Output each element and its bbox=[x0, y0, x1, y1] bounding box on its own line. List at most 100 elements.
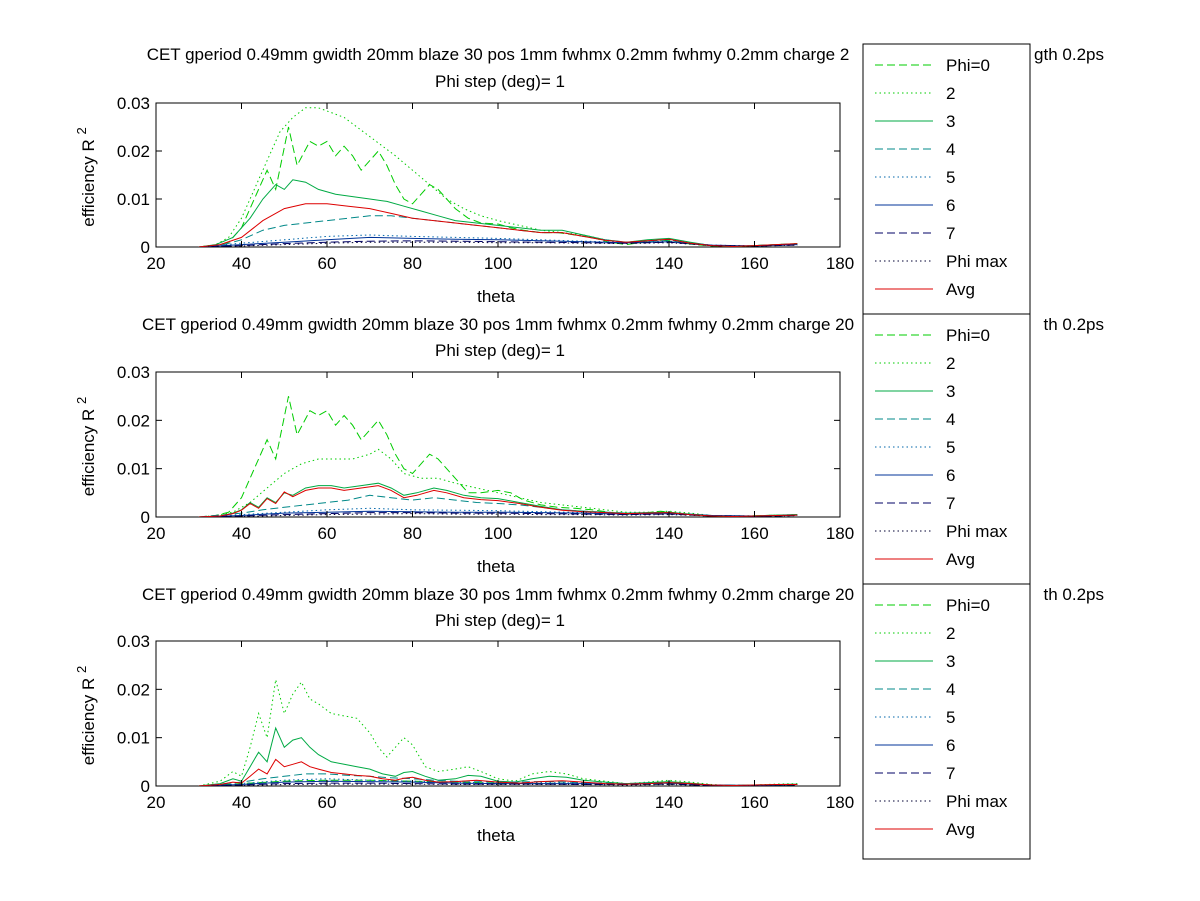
y-axis-label-main: efficiency R bbox=[79, 673, 98, 765]
y-axis-label: efficiency R 2 bbox=[74, 127, 98, 227]
series-line-2 bbox=[198, 107, 798, 247]
series-line-5 bbox=[198, 507, 798, 517]
y-tick-label: 0.03 bbox=[117, 632, 150, 651]
legend-label-1: Phi=0 bbox=[946, 56, 990, 75]
y-tick-label: 0.01 bbox=[117, 190, 150, 209]
x-tick-label: 160 bbox=[740, 793, 768, 812]
plot-area bbox=[155, 371, 841, 518]
x-tick-label: 100 bbox=[484, 254, 512, 273]
y-tick-label: 0.02 bbox=[117, 411, 150, 430]
series-line-5 bbox=[198, 778, 798, 786]
y-axis-label: efficiency R 2 bbox=[74, 397, 98, 497]
legend-label-1: Phi=0 bbox=[946, 326, 990, 345]
legend-label-6: 6 bbox=[946, 196, 955, 215]
chart-title: CET gperiod 0.49mm gwidth 20mm blaze 30 … bbox=[142, 315, 854, 334]
legend-box bbox=[862, 583, 1031, 860]
chart-title: CET gperiod 0.49mm gwidth 20mm blaze 30 … bbox=[147, 45, 850, 64]
y-axis-label-superscript: 2 bbox=[74, 666, 89, 673]
series-line-9 bbox=[198, 203, 798, 247]
legend-label-7: 7 bbox=[946, 494, 955, 513]
legend-label-7: 7 bbox=[946, 764, 955, 783]
x-tick-label: 140 bbox=[655, 254, 683, 273]
legend-label-3: 3 bbox=[946, 652, 955, 671]
legend-box bbox=[862, 313, 1031, 590]
x-axis-label: theta bbox=[477, 826, 515, 845]
x-tick-label: 20 bbox=[147, 254, 166, 273]
y-axis-label: efficiency R 2 bbox=[74, 666, 98, 766]
x-tick-label: 20 bbox=[147, 524, 166, 543]
x-tick-label: 180 bbox=[826, 524, 854, 543]
y-axis-label-superscript: 2 bbox=[74, 397, 89, 404]
subplot-1: CET gperiod 0.49mm gwidth 20mm blaze 30 … bbox=[74, 43, 1104, 320]
x-tick-label: 120 bbox=[569, 793, 597, 812]
x-tick-label: 120 bbox=[569, 254, 597, 273]
x-axis-label: theta bbox=[477, 557, 515, 576]
y-tick-label: 0.01 bbox=[117, 460, 150, 479]
legend-label-2: 2 bbox=[946, 84, 955, 103]
legend-label-4: 4 bbox=[946, 680, 955, 699]
x-tick-label: 140 bbox=[655, 524, 683, 543]
chart-subtitle: Phi step (deg)= 1 bbox=[435, 341, 565, 360]
x-tick-label: 160 bbox=[740, 254, 768, 273]
legend-label-8: Phi max bbox=[946, 252, 1008, 271]
x-tick-label: 80 bbox=[403, 793, 422, 812]
y-axis-label-main: efficiency R bbox=[79, 134, 98, 226]
x-tick-label: 80 bbox=[403, 524, 422, 543]
legend-label-5: 5 bbox=[946, 168, 955, 187]
series-line-8 bbox=[198, 513, 798, 517]
legend-label-9: Avg bbox=[946, 280, 975, 299]
y-tick-label: 0.02 bbox=[117, 142, 150, 161]
legend-label-9: Avg bbox=[946, 820, 975, 839]
legend-label-9: Avg bbox=[946, 550, 975, 569]
x-tick-label: 20 bbox=[147, 793, 166, 812]
x-tick-label: 180 bbox=[826, 793, 854, 812]
y-tick-label: 0.03 bbox=[117, 94, 150, 113]
y-tick-label: 0 bbox=[141, 508, 150, 527]
series-group bbox=[198, 396, 798, 517]
x-tick-label: 100 bbox=[484, 793, 512, 812]
series-line-3 bbox=[198, 726, 798, 786]
plot-area bbox=[155, 640, 841, 787]
x-tick-label: 60 bbox=[318, 793, 337, 812]
chart-subtitle: Phi step (deg)= 1 bbox=[435, 611, 565, 630]
series-line-1 bbox=[198, 396, 798, 517]
legend-label-7: 7 bbox=[946, 224, 955, 243]
x-tick-label: 100 bbox=[484, 524, 512, 543]
y-tick-label: 0 bbox=[141, 777, 150, 796]
x-tick-label: 160 bbox=[740, 524, 768, 543]
series-line-9 bbox=[198, 485, 798, 517]
chart-subtitle: Phi step (deg)= 1 bbox=[435, 72, 565, 91]
series-line-8 bbox=[198, 783, 798, 786]
legend-label-4: 4 bbox=[946, 410, 955, 429]
x-tick-label: 120 bbox=[569, 524, 597, 543]
y-tick-label: 0 bbox=[141, 238, 150, 257]
series-line-5 bbox=[198, 234, 798, 247]
series-line-7 bbox=[198, 782, 798, 786]
x-tick-label: 40 bbox=[232, 524, 251, 543]
legend: Phi=0 2 3 4 5 6 7 Phi max Avg bbox=[862, 583, 1031, 860]
x-tick-label: 40 bbox=[232, 793, 251, 812]
legend-label-5: 5 bbox=[946, 708, 955, 727]
y-tick-label: 0.01 bbox=[117, 729, 150, 748]
y-axis-label-superscript: 2 bbox=[74, 127, 89, 134]
x-tick-label: 40 bbox=[232, 254, 251, 273]
y-tick-label: 0.03 bbox=[117, 363, 150, 382]
x-tick-label: 180 bbox=[826, 254, 854, 273]
x-tick-label: 60 bbox=[318, 254, 337, 273]
x-tick-label: 80 bbox=[403, 254, 422, 273]
legend-label-8: Phi max bbox=[946, 522, 1008, 541]
y-axis-label-main: efficiency R bbox=[79, 404, 98, 496]
chart-title-right: th 0.2ps bbox=[1044, 315, 1105, 334]
legend-label-8: Phi max bbox=[946, 792, 1008, 811]
legend-label-1: Phi=0 bbox=[946, 596, 990, 615]
chart-title: CET gperiod 0.49mm gwidth 20mm blaze 30 … bbox=[142, 585, 854, 604]
x-tick-label: 60 bbox=[318, 524, 337, 543]
legend-label-6: 6 bbox=[946, 466, 955, 485]
legend-label-2: 2 bbox=[946, 354, 955, 373]
plot-area bbox=[155, 102, 841, 248]
legend: Phi=0 2 3 4 5 6 7 Phi max Avg bbox=[862, 43, 1031, 320]
series-line-3 bbox=[198, 179, 798, 247]
legend-label-3: 3 bbox=[946, 112, 955, 131]
subplot-3: CET gperiod 0.49mm gwidth 20mm blaze 30 … bbox=[74, 583, 1104, 860]
